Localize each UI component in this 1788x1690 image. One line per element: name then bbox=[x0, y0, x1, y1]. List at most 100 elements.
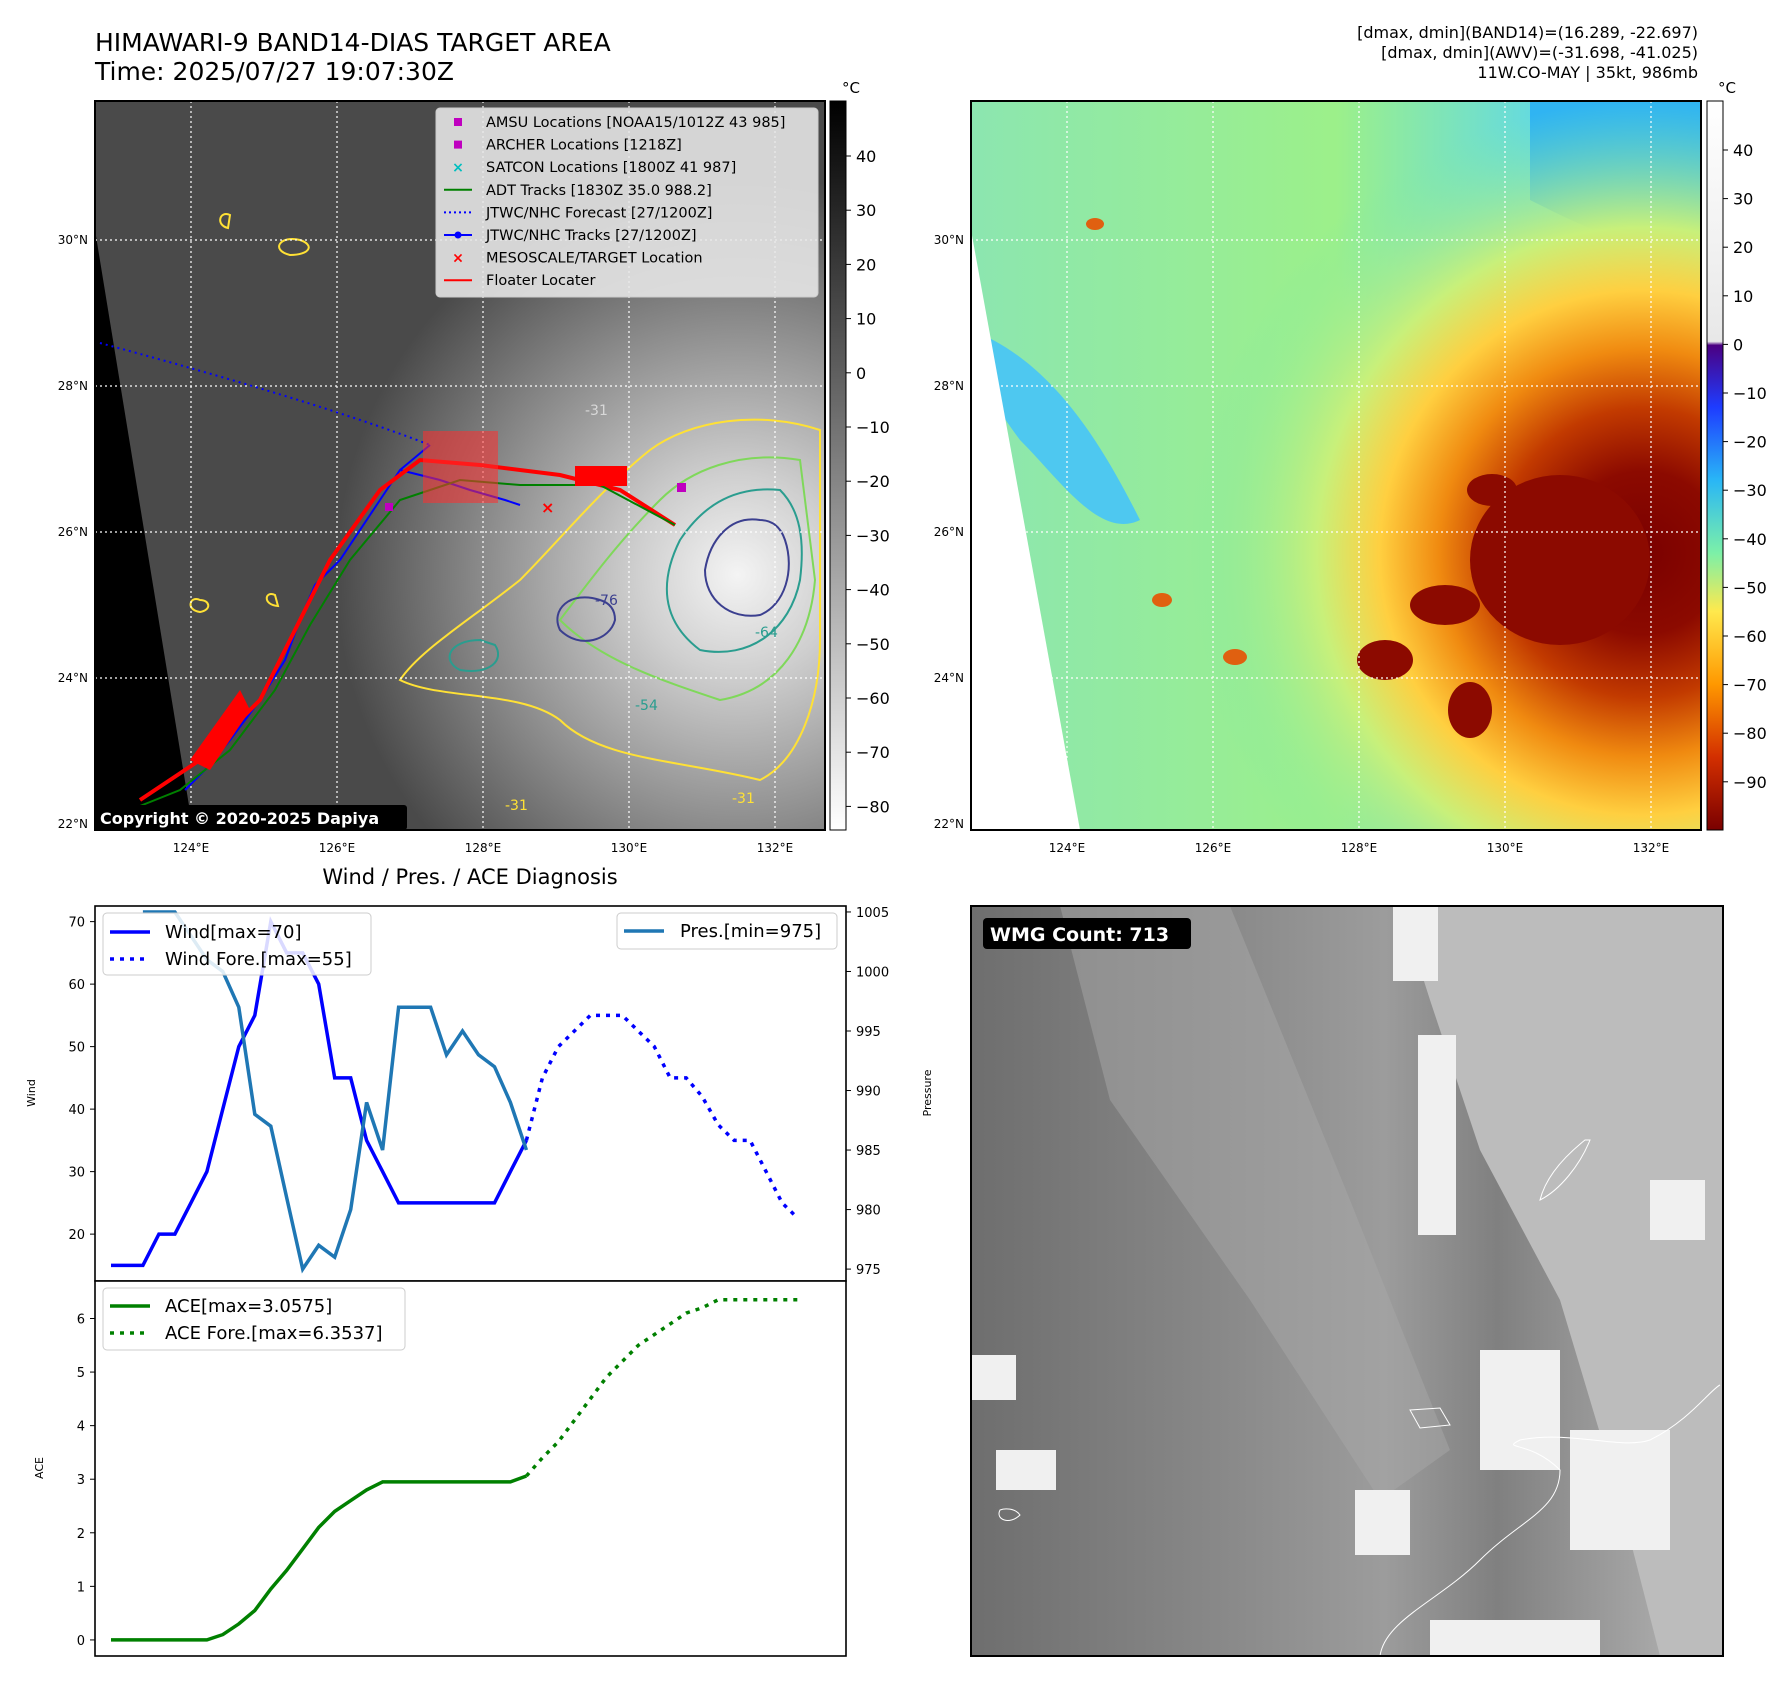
left-map-swath-edge bbox=[95, 230, 193, 830]
floater-box bbox=[575, 466, 627, 486]
latitude-label: 24°N bbox=[934, 671, 964, 685]
wind-axis-label: Wind bbox=[25, 1079, 38, 1107]
ace-tick-label: 3 bbox=[77, 1473, 85, 1488]
right-map-warm-cells bbox=[1086, 218, 1247, 665]
wind-tick-label: 60 bbox=[68, 978, 85, 993]
legend-marker: × bbox=[452, 251, 464, 267]
wind-tick-label: 40 bbox=[68, 1103, 85, 1118]
colorbar-tick-label: 30 bbox=[1733, 190, 1753, 209]
colorbar-tick-label: −70 bbox=[1733, 676, 1767, 695]
latitude-label: 22°N bbox=[58, 817, 88, 831]
legend-label: JTWC/NHC Tracks [27/1200Z] bbox=[485, 228, 697, 244]
legend-marker bbox=[454, 118, 462, 126]
wind-tick-label: 50 bbox=[68, 1041, 85, 1056]
pressure-tick-label: 980 bbox=[856, 1204, 881, 1219]
figure-title: HIMAWARI-9 BAND14-DIAS TARGET AREA bbox=[95, 28, 611, 57]
jtwc-forecast-track bbox=[99, 342, 431, 446]
contour-label: -64 bbox=[755, 625, 778, 641]
pressure-tick-label: 995 bbox=[856, 1025, 881, 1040]
wmg-label-box bbox=[983, 918, 1191, 949]
longitude-label: 128°E bbox=[1341, 841, 1378, 855]
ace-tick-label: 6 bbox=[77, 1313, 85, 1328]
pressure-tick-label: 975 bbox=[856, 1263, 881, 1278]
colorbar-tick-label: −10 bbox=[1733, 384, 1767, 403]
colorbar-tick-label: 30 bbox=[856, 201, 876, 220]
legend-label: Floater Locater bbox=[486, 273, 595, 289]
longitude-label: 128°E bbox=[465, 841, 502, 855]
legend-label: JTWC/NHC Forecast [27/1200Z] bbox=[485, 205, 712, 221]
latitude-label: 26°N bbox=[58, 525, 88, 539]
ace-legend-label: ACE Fore.[max=6.3537] bbox=[165, 1323, 383, 1344]
wind-legend-label: Wind Fore.[max=55] bbox=[165, 949, 352, 970]
left-map-contours bbox=[189, 213, 821, 782]
colorbar-tick-label: 0 bbox=[1733, 335, 1743, 354]
target-area-box bbox=[423, 431, 498, 503]
wmg-bright-cells bbox=[971, 906, 1705, 1656]
contour-label: -54 bbox=[635, 698, 658, 714]
ace-tick-label: 1 bbox=[77, 1580, 85, 1595]
left-colorbar-unit: °C bbox=[842, 79, 860, 97]
wind-tick-label: 20 bbox=[68, 1228, 85, 1243]
archer-marker bbox=[385, 503, 393, 511]
latitude-label: 22°N bbox=[934, 817, 964, 831]
diagnosis-title: Wind / Pres. / ACE Diagnosis bbox=[322, 865, 617, 889]
longitude-label: 124°E bbox=[1049, 841, 1086, 855]
left-colorbar-bar bbox=[829, 100, 847, 831]
colorbar-tick-label: −60 bbox=[1733, 627, 1767, 646]
colorbar-tick-label: −70 bbox=[856, 743, 890, 762]
pressure-axis-label: Pressure bbox=[921, 1069, 934, 1116]
colorbar-tick-label: 40 bbox=[1733, 141, 1753, 160]
contour-label: -31 bbox=[505, 798, 528, 814]
legend-label: AMSU Locations [NOAA15/1012Z 43 985] bbox=[486, 115, 785, 131]
series-line-ace bbox=[111, 1474, 528, 1642]
colorbar-tick-label: −10 bbox=[856, 418, 890, 437]
wind-legend-label: Wind[max=70] bbox=[165, 922, 302, 943]
wind-tick-label: 30 bbox=[68, 1166, 85, 1181]
colorbar-tick-label: 0 bbox=[856, 364, 866, 383]
contour-label: -31 bbox=[585, 403, 608, 419]
storm-info: 11W.CO-MAY | 35kt, 986mb bbox=[1477, 63, 1698, 82]
latitude-label: 28°N bbox=[58, 379, 88, 393]
longitude-label: 132°E bbox=[757, 841, 794, 855]
colorbar-tick-label: −40 bbox=[1733, 530, 1767, 549]
right-map-swath-edge bbox=[971, 230, 1080, 830]
legend-label: SATCON Locations [1800Z 41 987] bbox=[486, 160, 736, 176]
right-colorbar-bar bbox=[1706, 100, 1724, 831]
colorbar-tick-label: −40 bbox=[856, 581, 890, 600]
pressure-legend-label: Pres.[min=975] bbox=[680, 921, 821, 942]
right-map-storm bbox=[971, 101, 1701, 830]
right-map-grid bbox=[971, 101, 1701, 830]
colorbar-tick-label: −20 bbox=[1733, 433, 1767, 452]
colorbar-tick-label: −30 bbox=[856, 526, 890, 545]
right-colorbar-unit: °C bbox=[1718, 79, 1736, 97]
latitude-label: 30°N bbox=[934, 233, 964, 247]
colorbar-tick-label: −90 bbox=[1733, 773, 1767, 792]
ace-tick-label: 0 bbox=[77, 1634, 85, 1649]
wind-legend-box bbox=[102, 912, 372, 976]
right-map bbox=[970, 100, 1702, 831]
legend-marker bbox=[454, 140, 462, 149]
colorbar-tick-label: 10 bbox=[1733, 287, 1753, 306]
legend-box bbox=[435, 107, 819, 298]
colorbar-tick-label: 20 bbox=[856, 255, 876, 274]
colorbar-tick-label: −20 bbox=[856, 472, 890, 491]
left-map-frame bbox=[94, 100, 826, 831]
ace-tick-label: 4 bbox=[77, 1420, 85, 1435]
series-line-wind bbox=[111, 916, 528, 1268]
wmg-coastlines bbox=[998, 1139, 1721, 1657]
longitude-label: 132°E bbox=[1633, 841, 1670, 855]
contour-label: -76 bbox=[595, 593, 618, 609]
longitude-label: 126°E bbox=[319, 841, 356, 855]
mesoscale-marker: × bbox=[541, 498, 554, 517]
colorbar-tick-label: −50 bbox=[856, 635, 890, 654]
ace-legend-box bbox=[102, 1287, 406, 1351]
longitude-label: 126°E bbox=[1195, 841, 1232, 855]
dmax-band14: [dmax, dmin](BAND14)=(16.289, -22.697) bbox=[1357, 23, 1698, 42]
copyright-box bbox=[95, 805, 407, 830]
pressure-tick-label: 1000 bbox=[856, 965, 889, 980]
longitude-label: 124°E bbox=[173, 841, 210, 855]
colorbar-tick-label: −80 bbox=[856, 797, 890, 816]
colorbar-tick-label: 40 bbox=[856, 147, 876, 166]
pressure-tick-label: 990 bbox=[856, 1085, 881, 1100]
